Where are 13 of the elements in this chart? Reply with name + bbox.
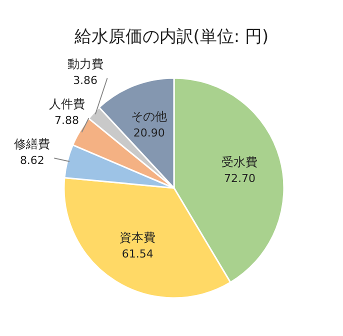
data-label: 8.62	[20, 154, 44, 168]
slice-label: 受水費	[222, 154, 258, 169]
slice-label: その他	[131, 110, 168, 124]
slice-label: 人件費	[48, 97, 85, 112]
data-label: 20.90	[133, 126, 165, 140]
data-label: 61.54	[122, 248, 154, 261]
data-label: 7.88	[54, 114, 80, 128]
chart-title: 給水原価の内訳(単位: 円)	[73, 27, 269, 47]
slice-label: 資本費	[120, 230, 156, 245]
slice-label: 修繕費	[14, 137, 50, 152]
data-label: 72.70	[224, 172, 256, 185]
slice-label: 動力費	[67, 57, 104, 72]
data-label: 3.86	[73, 74, 98, 88]
